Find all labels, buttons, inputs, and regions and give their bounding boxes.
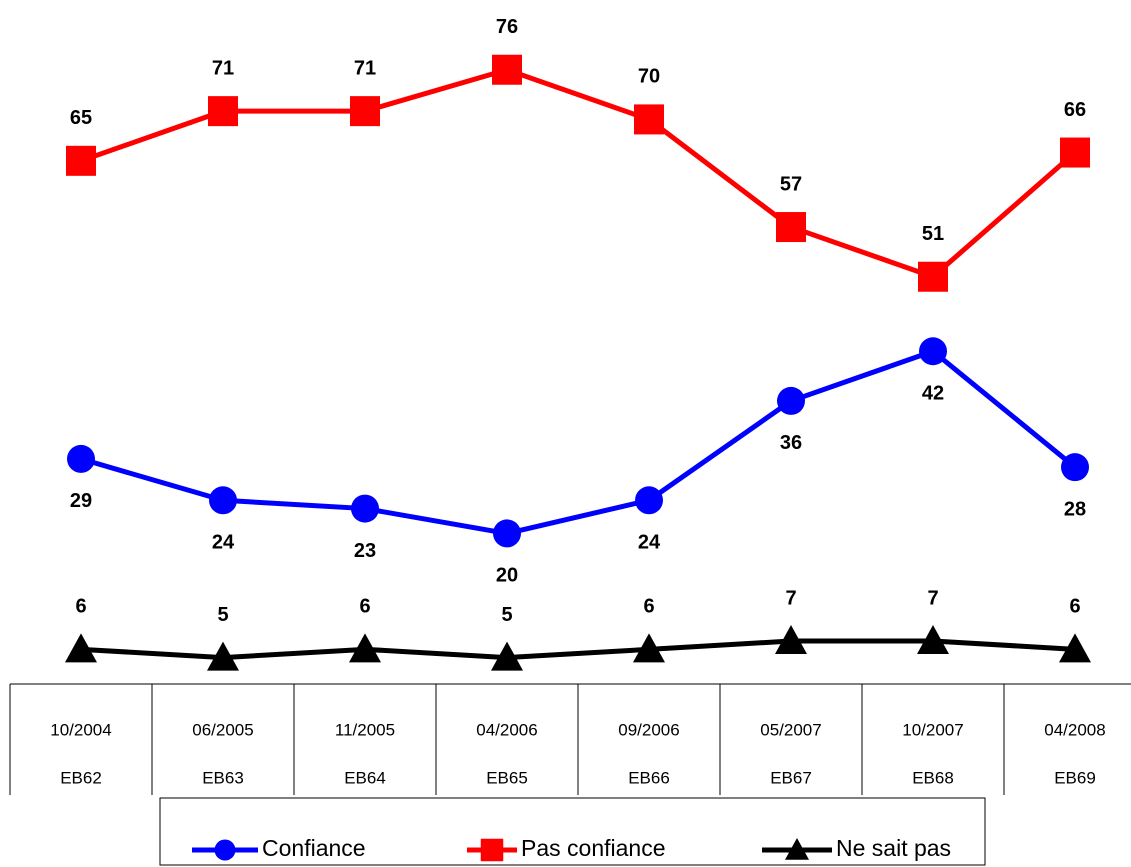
x-tick-sublabel: EB66 — [628, 768, 670, 787]
data-label: 57 — [780, 173, 802, 195]
series-line — [80, 638, 1076, 661]
marker — [1059, 633, 1091, 663]
legend-label: Confiance — [262, 835, 366, 861]
data-label: 42 — [922, 383, 944, 405]
marker — [492, 54, 522, 85]
marker — [66, 145, 96, 176]
marker — [67, 444, 95, 473]
x-tick-sublabel: EB65 — [486, 768, 528, 787]
marker — [1060, 137, 1090, 168]
x-tick-sublabel: EB63 — [202, 768, 244, 787]
marker — [209, 486, 237, 515]
marker — [775, 625, 807, 655]
marker — [777, 386, 805, 415]
data-label: 20 — [496, 565, 518, 587]
series-line — [80, 348, 1077, 536]
marker — [633, 633, 665, 663]
marker — [207, 641, 239, 671]
marker — [918, 261, 948, 292]
x-tick-sublabel: EB62 — [60, 768, 102, 787]
marker — [635, 486, 663, 515]
marker — [351, 494, 379, 523]
x-tick-sublabel: EB68 — [912, 768, 954, 787]
data-label: 24 — [212, 532, 235, 554]
series-line — [80, 67, 1077, 280]
x-tick-sublabel: EB67 — [770, 768, 812, 787]
data-label: 6 — [643, 596, 654, 618]
legend-box — [159, 797, 986, 866]
legend-label: Ne sait pas — [836, 835, 951, 861]
data-label: 5 — [501, 604, 512, 626]
data-label: 29 — [70, 490, 92, 512]
marker — [350, 96, 380, 127]
data-label: 71 — [354, 57, 376, 79]
category-table: 10/2004 EB62 06/2005 EB63 11/2005 EB64 04/2006… — [9, 683, 1131, 795]
data-label: 23 — [354, 540, 376, 562]
data-label: 7 — [785, 587, 796, 609]
x-tick-label: 09/2006 — [618, 720, 679, 739]
data-label: 6 — [1069, 596, 1080, 618]
x-tick-sublabel: EB69 — [1054, 768, 1096, 787]
x-tick-label: 10/2007 — [902, 720, 963, 739]
marker — [776, 212, 806, 243]
x-tick-label: 10/2004 — [50, 720, 111, 739]
x-tick-label: 04/2006 — [476, 720, 537, 739]
marker — [208, 96, 238, 127]
data-label: 76 — [496, 16, 518, 38]
data-label: 51 — [922, 223, 944, 245]
legend-marker — [785, 838, 809, 860]
data-label: 66 — [1064, 99, 1086, 121]
marker — [349, 633, 381, 663]
marker — [493, 519, 521, 548]
data-label: 6 — [75, 596, 86, 618]
data-label: 6 — [359, 596, 370, 618]
x-tick-label: 11/2005 — [335, 720, 395, 739]
x-tick-label: 04/2008 — [1044, 720, 1105, 739]
legend-label: Pas confiance — [521, 835, 665, 861]
marker — [919, 337, 947, 366]
legend-marker — [214, 839, 236, 861]
marker — [917, 625, 949, 655]
data-label: 36 — [780, 432, 802, 454]
x-tick-label: 06/2005 — [192, 720, 253, 739]
x-tick-label: 05/2007 — [760, 720, 821, 739]
data-label: 28 — [1064, 498, 1086, 520]
data-label: 65 — [70, 107, 92, 129]
data-label: 7 — [927, 587, 938, 609]
data-label: 70 — [638, 66, 660, 88]
legend: Confiance Pas confiance Ne sait pas — [159, 797, 986, 866]
data-label: 5 — [217, 604, 228, 626]
marker — [491, 641, 523, 671]
data-label: 71 — [212, 57, 234, 79]
marker — [65, 633, 97, 663]
legend-marker — [480, 838, 504, 862]
x-tick-sublabel: EB64 — [344, 768, 386, 787]
marker — [634, 104, 664, 135]
data-label: 24 — [638, 532, 661, 554]
marker — [1061, 453, 1089, 482]
